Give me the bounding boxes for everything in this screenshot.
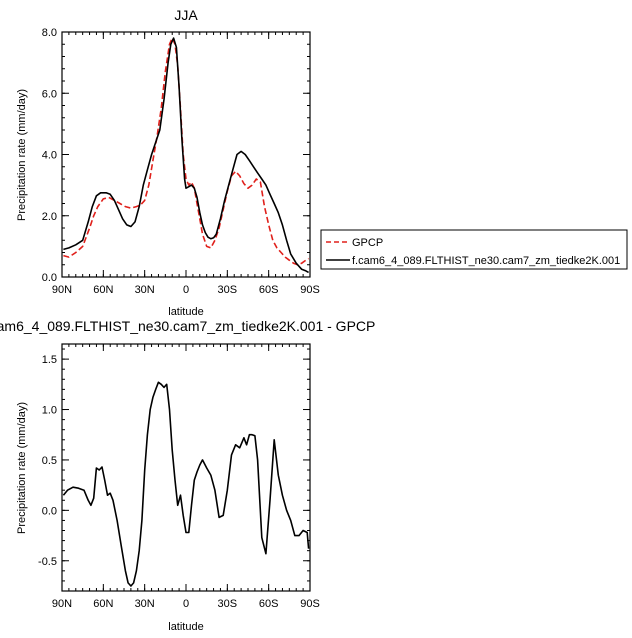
y-tick-label: 1.0 (42, 405, 57, 417)
plot-frame (61, 31, 311, 278)
x-axis-label: latitude (168, 621, 203, 633)
legend-label-gpcp: GPCP (352, 237, 383, 249)
y-tick-label: 0.5 (42, 455, 57, 467)
x-tick-label: 60S (259, 598, 279, 610)
y-axis-label: Precipitation rate (mm/day) (16, 402, 28, 534)
x-tick-label: 90N (52, 284, 72, 296)
y-tick-label: -0.5 (38, 556, 57, 568)
y-tick-label: 0.0 (42, 505, 57, 517)
y-tick-label: 8.0 (42, 27, 57, 39)
legend: GPCP f.cam6_4_089.FLTHIST_ne30.cam7_zm_t… (320, 229, 628, 270)
y-tick-label: 1.5 (42, 354, 57, 366)
series-line-1 (63, 37, 309, 274)
x-tick-label: 60N (93, 598, 113, 610)
chart-difference: am6_4_089.FLTHIST_ne30.cam7_zm_tiedke2K.… (0, 318, 375, 633)
x-tick-label: 90N (52, 598, 72, 610)
x-tick-label: 60N (93, 284, 113, 296)
x-tick-label: 0 (183, 598, 189, 610)
series-line-0 (63, 37, 310, 266)
y-tick-label: 0.0 (42, 272, 57, 284)
x-tick-label: 30S (218, 598, 238, 610)
x-tick-label: 30N (135, 284, 155, 296)
x-tick-label: 0 (183, 284, 189, 296)
y-tick-label: 4.0 (42, 150, 57, 162)
x-tick-label: 30N (135, 598, 155, 610)
x-tick-label: 60S (259, 284, 279, 296)
legend-box (320, 229, 628, 270)
x-tick-label: 90S (300, 284, 320, 296)
y-axis-label: Precipitation rate (mm/day) (16, 89, 28, 221)
chart-jja: JJA 0.0 2.0 4.0 6.0 8.0 90N 60N 30N 0 30S 60S 90S l… (16, 7, 628, 318)
x-tick-label: 90S (300, 598, 320, 610)
y-tick-label: 2.0 (42, 211, 57, 223)
series-line-0 (62, 381, 310, 587)
x-axis-label: latitude (168, 306, 203, 318)
chart-title: am6_4_089.FLTHIST_ne30.cam7_zm_tiedke2K.… (0, 318, 375, 334)
chart-title: JJA (174, 7, 198, 23)
x-tick-label: 30S (218, 284, 238, 296)
legend-label-model: f.cam6_4_089.FLTHIST_ne30.cam7_zm_tiedke… (352, 255, 620, 267)
y-tick-label: 6.0 (42, 88, 57, 100)
